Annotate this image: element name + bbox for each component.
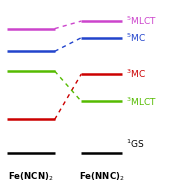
Text: Fe(NCN)$_2$: Fe(NCN)$_2$ (8, 171, 54, 184)
Text: $^5$MLCT: $^5$MLCT (126, 15, 157, 27)
Text: Fe(NNC)$_2$: Fe(NNC)$_2$ (79, 171, 124, 184)
Text: $^1$GS: $^1$GS (126, 138, 145, 150)
Text: $^5$MC: $^5$MC (126, 32, 146, 44)
Text: $^3$MC: $^3$MC (126, 68, 146, 80)
Text: $^3$MLCT: $^3$MLCT (126, 95, 157, 108)
